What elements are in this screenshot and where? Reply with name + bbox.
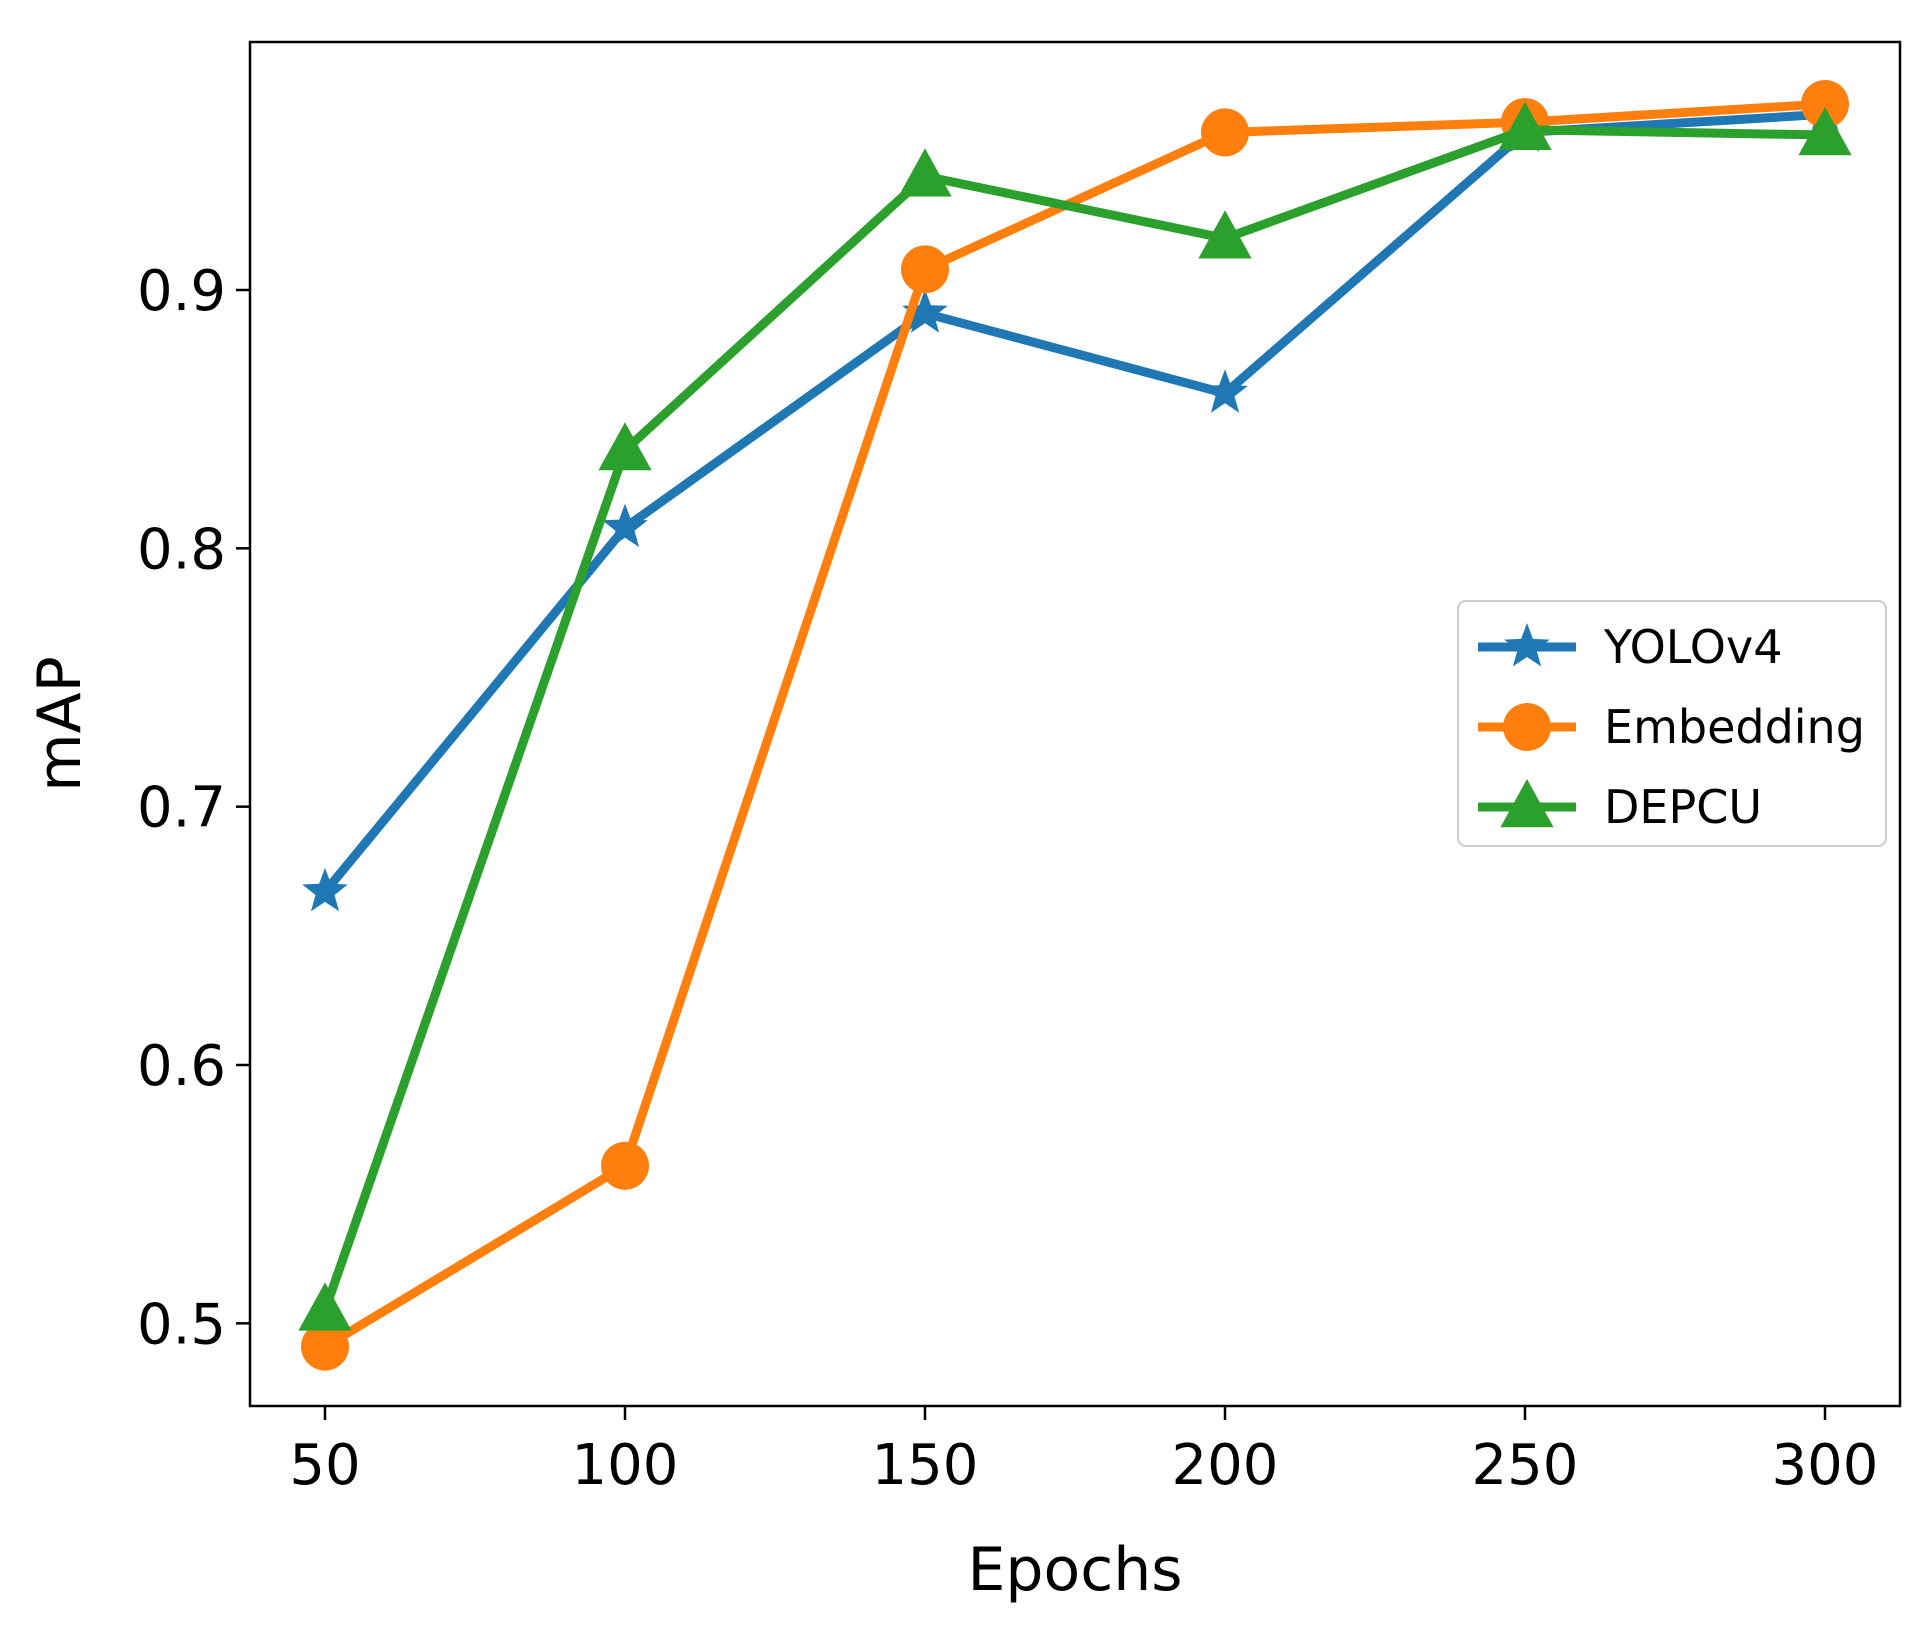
x-tick-label-100: 100 bbox=[572, 1433, 679, 1498]
legend-item-embedding: Embedding bbox=[1478, 700, 1865, 754]
x-tick-label-200: 200 bbox=[1172, 1433, 1279, 1498]
legend-marker-depcu bbox=[1500, 779, 1554, 828]
data-point-yolov4-150 bbox=[902, 289, 948, 333]
data-point-embedding-200 bbox=[1201, 108, 1249, 157]
legend-label-yolov4: YOLOv4 bbox=[1603, 620, 1782, 674]
data-point-yolov4-50 bbox=[302, 867, 348, 912]
x-tick-label-150: 150 bbox=[872, 1433, 979, 1498]
data-point-yolov4-100 bbox=[602, 503, 648, 548]
legend-frame bbox=[1457, 600, 1887, 847]
series-line-embedding bbox=[320, 99, 1830, 1352]
legend-label-depcu: DEPCU bbox=[1604, 780, 1762, 834]
legend-marker-yolov4 bbox=[1504, 623, 1550, 667]
x-tick-label-250: 250 bbox=[1472, 1433, 1579, 1498]
data-point-yolov4-200 bbox=[1202, 369, 1248, 413]
series-depcu bbox=[298, 101, 1852, 1331]
data-point-depcu-300 bbox=[1798, 107, 1852, 156]
y-axis: 0.5 0.6 0.7 0.8 0.9 bbox=[137, 259, 250, 1357]
x-tick-label-300: 300 bbox=[1772, 1433, 1879, 1498]
plot-frame bbox=[248, 40, 1902, 1408]
data-point-depcu-50 bbox=[298, 1282, 352, 1331]
data-point-embedding-50 bbox=[301, 1322, 349, 1371]
data-point-embedding-150 bbox=[901, 245, 949, 294]
legend-item-yolov4: YOLOv4 bbox=[1478, 620, 1782, 674]
y-tick-label-0.9: 0.9 bbox=[137, 259, 226, 324]
data-point-depcu-100 bbox=[598, 422, 652, 471]
y-tick-label-0.8: 0.8 bbox=[137, 517, 226, 582]
x-tick-label-50: 50 bbox=[289, 1433, 360, 1498]
data-point-depcu-150 bbox=[898, 148, 952, 197]
legend-marker-embedding bbox=[1503, 703, 1551, 751]
y-tick-label-0.6: 0.6 bbox=[137, 1034, 226, 1099]
legend: YOLOv4 Embedding DEPCU bbox=[1457, 600, 1887, 847]
x-axis-label: Epochs bbox=[968, 1535, 1183, 1605]
series-layer bbox=[298, 80, 1852, 1371]
data-point-embedding-300 bbox=[1801, 80, 1849, 128]
legend-label-embedding: Embedding bbox=[1604, 700, 1865, 754]
data-point-depcu-250 bbox=[1498, 101, 1552, 150]
data-point-embedding-100 bbox=[601, 1141, 649, 1190]
data-point-depcu-200 bbox=[1198, 210, 1252, 259]
series-line-depcu bbox=[320, 125, 1830, 1315]
y-tick-label-0.7: 0.7 bbox=[137, 776, 226, 841]
legend-item-depcu: DEPCU bbox=[1478, 779, 1762, 834]
x-axis: 50 100 150 200 250 300 bbox=[289, 1406, 1878, 1498]
y-tick-label-0.5: 0.5 bbox=[137, 1292, 226, 1357]
y-axis-label: mAP bbox=[25, 656, 95, 792]
